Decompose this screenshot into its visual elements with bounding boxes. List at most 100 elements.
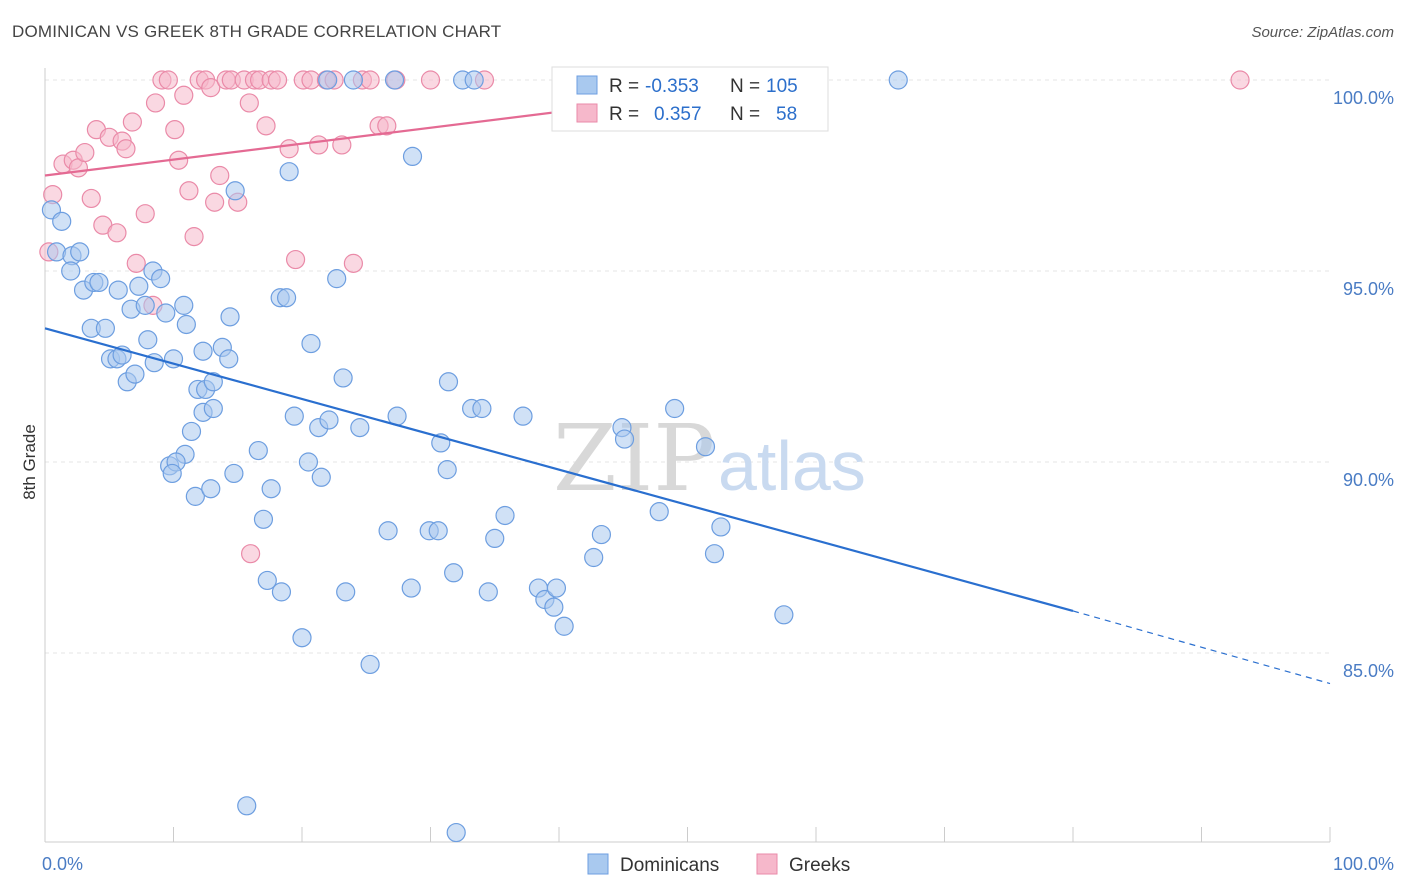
dominicans-point-75 (378, 521, 398, 541)
legend-n-label-dominicans: N = (730, 76, 760, 97)
dominicans-point-32 (219, 349, 239, 369)
dominicans-point-14 (135, 295, 155, 315)
dominicans-point-72 (292, 628, 312, 648)
dominicans-point-47 (185, 486, 205, 506)
dominicans-point-25 (138, 330, 158, 350)
bottom-legend-label-greeks: Greeks (789, 855, 850, 876)
dominicans-point-17 (176, 314, 196, 335)
greeks-point-17 (145, 93, 166, 113)
dominicans-point-50 (248, 440, 268, 461)
dominicans-point-19 (95, 318, 115, 338)
dominicans-point-99 (343, 70, 363, 90)
dominicans-point-82 (495, 505, 515, 526)
dominicans-point-95 (446, 822, 466, 843)
greeks-point-29 (210, 165, 230, 186)
watermark-zip: ZIP (553, 405, 715, 512)
greeks-point-28 (205, 192, 225, 212)
greeks-point-10 (107, 223, 127, 243)
series-legend: Dominicans Greeks (587, 853, 850, 876)
dominicans-point-70 (257, 570, 277, 591)
watermark: ZIP atlas (553, 405, 866, 512)
greeks-point-54 (420, 70, 441, 90)
legend-r-label-greeks: R = (609, 104, 639, 125)
dominicans-point-68 (695, 437, 716, 457)
dominicans-point-104 (225, 181, 245, 201)
greeks-point-6 (81, 188, 101, 209)
greeks-point-56 (1230, 70, 1250, 90)
greeks-point-24 (184, 227, 204, 247)
legend-r-label-dominicans: R = (609, 76, 639, 97)
dominicans-point-52 (284, 406, 304, 426)
y-tick-label-3: 85.0% (1343, 661, 1394, 681)
dominicans-point-56 (311, 467, 331, 487)
greeks-point-47 (332, 135, 352, 155)
dominicans-point-49 (224, 463, 244, 484)
greeks-point-50 (360, 70, 380, 90)
legend-swatch-greeks (576, 103, 598, 123)
dominicans-point-46 (162, 463, 182, 484)
dominicans-point-35 (276, 288, 297, 308)
dominicans-point-41 (193, 341, 213, 361)
dominicans-point-97 (402, 146, 423, 166)
greeks-point-23 (179, 181, 199, 201)
dominicans-point-98 (318, 70, 338, 90)
greeks-point-48 (343, 253, 363, 273)
greeks-point-15 (135, 204, 155, 224)
bottom-legend-swatch-greeks (756, 853, 778, 875)
dominicans-point-10 (129, 276, 149, 296)
legend-r-value-dominicans: -0.353 (645, 76, 699, 97)
dominicans-point-16 (174, 295, 194, 315)
y-tick-label-2: 90.0% (1343, 470, 1394, 490)
greeks-point-20 (165, 120, 185, 140)
dominicans-point-40 (203, 398, 223, 419)
dominicans-point-89 (591, 524, 612, 545)
dominicans-point-87 (554, 616, 574, 636)
greeks-point-12 (116, 139, 136, 159)
y-axis-label: 8th Grade (20, 424, 39, 500)
dominicans-point-36 (301, 333, 321, 354)
dominicans-trend-line (44, 327, 1074, 613)
dominicans-point-80 (478, 582, 498, 602)
greeks-point-22 (174, 85, 194, 105)
greeks-point-40 (279, 139, 299, 159)
dominicans-point-24 (125, 364, 145, 384)
dominicans-point-88 (584, 547, 604, 568)
watermark-atlas: atlas (718, 427, 866, 505)
dominicans-point-100 (384, 70, 405, 90)
legend-n-label-greeks: N = (730, 104, 760, 125)
greeks-point-13 (122, 112, 142, 132)
dominicans-point-1 (52, 211, 72, 231)
dominicans-point-94 (237, 796, 257, 816)
dominicans-point-73 (336, 582, 356, 602)
dominicans-trend-line-extension (1072, 610, 1331, 685)
greeks-point-5 (75, 142, 95, 163)
greeks-point-39 (267, 70, 288, 90)
dominicans-point-66 (614, 429, 635, 449)
dominicans-point-81 (485, 528, 505, 549)
x-tick-labels: 0.0% 100.0% (42, 854, 1394, 874)
dominicans-point-92 (711, 517, 731, 537)
dominicans-point-71 (271, 582, 292, 602)
y-tick-label-0: 100.0% (1333, 88, 1394, 108)
dominicans-point-102 (464, 70, 484, 90)
dominicans-point-79 (444, 563, 464, 583)
chart-title: DOMINICAN VS GREEK 8TH GRADE CORRELATION… (12, 22, 502, 41)
dominicans-point-93 (774, 605, 794, 625)
legend-n-value-greeks: 58 (776, 104, 797, 125)
legend-n-value-dominicans: 105 (766, 76, 798, 97)
greeks-point-44 (309, 135, 329, 155)
dominicans-point-4 (70, 242, 90, 262)
greeks-point-19 (158, 70, 178, 90)
dominicans-point-15 (156, 303, 176, 323)
bottom-legend-label-dominicans: Dominicans (620, 855, 719, 876)
dominicans-point-42 (181, 421, 202, 442)
dominicans-point-48 (201, 479, 221, 499)
dominicans-point-64 (513, 406, 533, 426)
greeks-point-57 (241, 544, 261, 564)
dominicans-point-57 (350, 418, 370, 438)
dominicans-point-33 (220, 307, 240, 327)
gridlines (45, 79, 1330, 654)
trend-lines (44, 78, 1331, 685)
dominicans-point-30 (203, 372, 223, 392)
